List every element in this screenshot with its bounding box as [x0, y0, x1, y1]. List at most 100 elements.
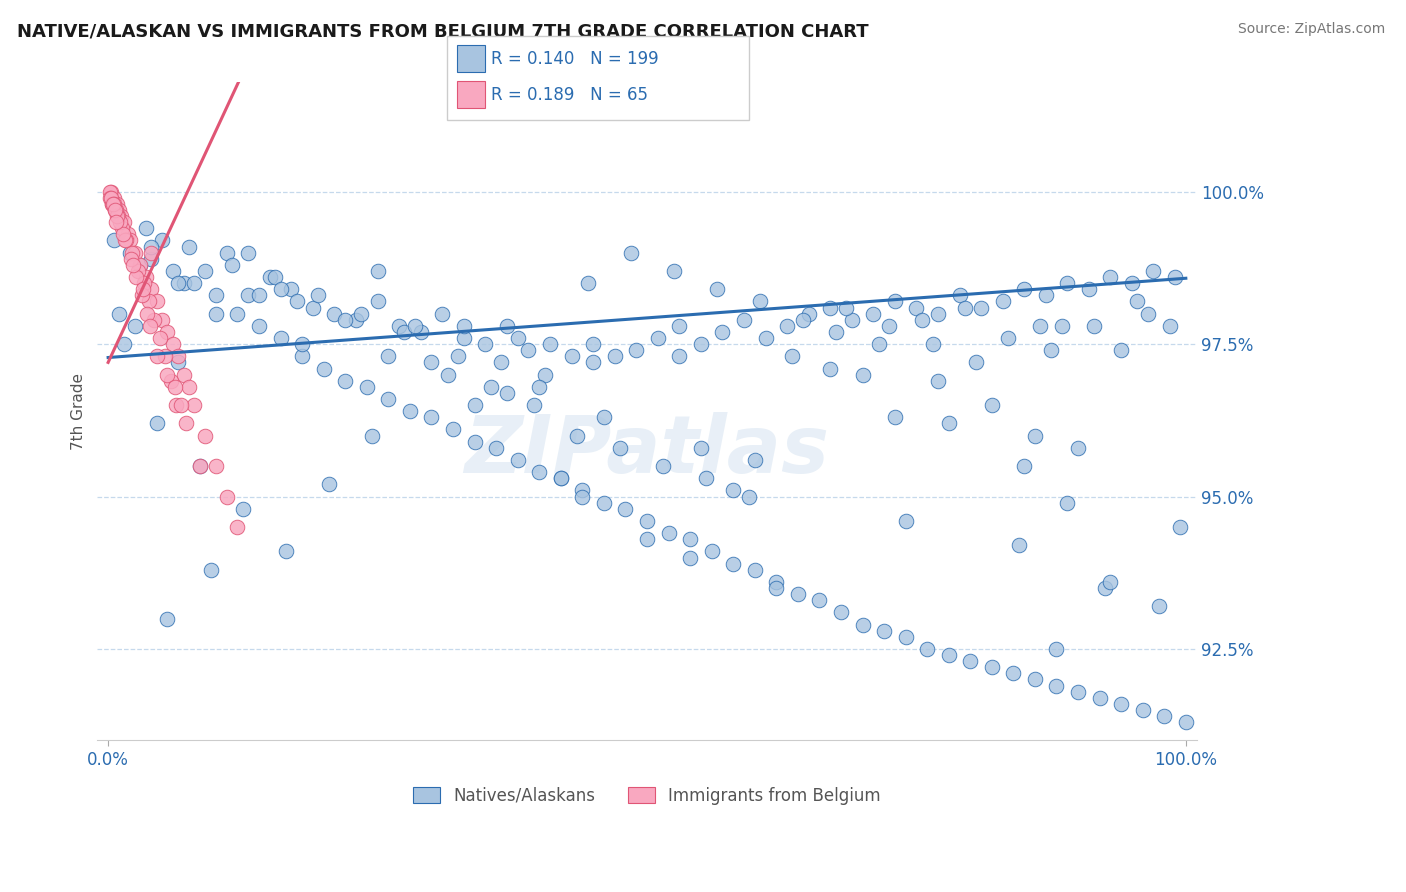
- Point: [150, 312, 173, 326]
- Point: [915, 642, 938, 657]
- Point: [173, 276, 195, 290]
- Point: [496, 318, 519, 333]
- Point: [205, 288, 228, 302]
- Point: [238, 288, 260, 302]
- Point: [335, 312, 357, 326]
- Point: [129, 258, 152, 272]
- Point: [744, 563, 766, 577]
- Point: [177, 380, 200, 394]
- Point: [706, 282, 728, 296]
- Point: [436, 368, 458, 382]
- Point: [571, 483, 593, 498]
- Point: [280, 282, 302, 296]
- Point: [98, 191, 121, 205]
- Point: [156, 368, 179, 382]
- Point: [883, 410, 905, 425]
- Point: [938, 648, 960, 662]
- Point: [335, 374, 357, 388]
- Point: [188, 458, 211, 473]
- Point: [129, 258, 152, 272]
- Text: R = 0.189   N = 65: R = 0.189 N = 65: [491, 86, 648, 103]
- Point: [394, 325, 416, 339]
- Point: [506, 453, 529, 467]
- Point: [609, 441, 631, 455]
- Point: [114, 234, 136, 248]
- Point: [103, 234, 125, 248]
- Point: [1142, 264, 1164, 278]
- Point: [118, 234, 141, 248]
- Point: [302, 301, 325, 315]
- Point: [1147, 599, 1170, 614]
- Point: [356, 380, 378, 394]
- Point: [110, 209, 132, 223]
- Point: [754, 331, 776, 345]
- Point: [194, 264, 217, 278]
- Point: [603, 349, 626, 363]
- Point: [592, 410, 614, 425]
- Point: [200, 563, 222, 577]
- Point: [808, 593, 831, 607]
- Point: [104, 202, 127, 217]
- Point: [652, 458, 675, 473]
- Point: [127, 264, 149, 278]
- Point: [679, 533, 702, 547]
- Point: [270, 331, 292, 345]
- Point: [491, 355, 513, 369]
- Point: [657, 526, 679, 541]
- Point: [105, 209, 128, 223]
- Point: [98, 185, 121, 199]
- Point: [582, 337, 605, 351]
- Point: [107, 209, 129, 223]
- Point: [105, 197, 128, 211]
- Point: [797, 307, 820, 321]
- Point: [162, 337, 184, 351]
- Point: [145, 349, 167, 363]
- Point: [420, 355, 443, 369]
- Point: [145, 294, 167, 309]
- Point: [188, 458, 211, 473]
- Point: [141, 252, 163, 266]
- Point: [1109, 343, 1132, 358]
- Point: [668, 349, 690, 363]
- Point: [560, 349, 582, 363]
- Point: [367, 264, 389, 278]
- Point: [1024, 673, 1046, 687]
- Point: [1121, 276, 1143, 290]
- Point: [1083, 318, 1105, 333]
- Point: [167, 349, 190, 363]
- Point: [350, 307, 373, 321]
- Point: [120, 252, 142, 266]
- Point: [344, 312, 367, 326]
- Point: [965, 355, 987, 369]
- Point: [721, 557, 744, 571]
- Point: [124, 245, 146, 260]
- Point: [162, 264, 184, 278]
- Point: [312, 361, 335, 376]
- Point: [765, 581, 787, 595]
- Point: [323, 307, 346, 321]
- Point: [124, 318, 146, 333]
- Point: [620, 245, 643, 260]
- Point: [582, 355, 605, 369]
- Point: [1050, 318, 1073, 333]
- Point: [662, 264, 685, 278]
- Point: [135, 307, 157, 321]
- Point: [270, 282, 292, 296]
- Point: [112, 215, 135, 229]
- Point: [576, 276, 599, 290]
- Point: [226, 520, 249, 534]
- Point: [100, 191, 122, 205]
- Point: [125, 270, 148, 285]
- Point: [108, 202, 131, 217]
- Point: [1159, 318, 1181, 333]
- Point: [1040, 343, 1063, 358]
- Point: [156, 611, 179, 625]
- Point: [905, 301, 928, 315]
- Point: [101, 197, 124, 211]
- Point: [1012, 458, 1035, 473]
- Point: [149, 331, 172, 345]
- Point: [432, 307, 454, 321]
- Point: [873, 624, 896, 638]
- Point: [143, 312, 166, 326]
- Point: [883, 294, 905, 309]
